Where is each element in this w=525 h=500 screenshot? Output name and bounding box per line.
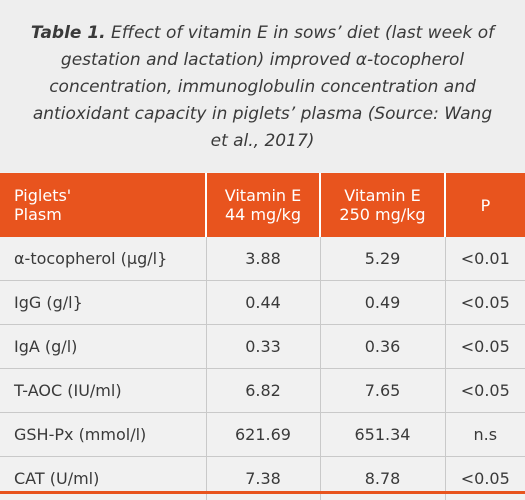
header-piglets-plasm: Piglets' Plasm	[0, 173, 207, 237]
caption-text: Effect of vitamin E in sows’ diet (last …	[32, 23, 495, 151]
table-row: IgG (g/l} 0.44 0.49 <0.05	[0, 280, 525, 325]
cell-vitamin-e-250: 0.49	[320, 280, 446, 325]
table-row: α-tocopherol (µg/l} 3.88 5.29 <0.01	[0, 237, 525, 281]
header-p-value: P	[445, 173, 525, 237]
row-label: T-AOC (IU/ml)	[0, 368, 207, 413]
cell-p-value: <0.01	[460, 249, 510, 268]
header-col1-line2: Plasm	[14, 205, 62, 224]
cell-vitamin-e-44: 0.44	[206, 280, 321, 325]
header-col3-line2: 250 mg/kg	[339, 205, 426, 224]
cell-vitamin-e-44: 3.88	[206, 237, 321, 281]
table-row: T-AOC (IU/ml) 6.82 7.65 <0.05	[0, 368, 525, 413]
table-caption: Table 1. Effect of vitamin E in sows’ di…	[0, 0, 525, 172]
cell-vitamin-e-250: 0.36	[320, 324, 446, 369]
table-row: IgA (g/l) 0.33 0.36 <0.05	[0, 324, 525, 369]
cell-vitamin-e-44: 621.69	[206, 412, 321, 457]
cell-vitamin-e-44: 0.33	[206, 324, 321, 369]
cell-p-value: <0.05	[445, 324, 525, 369]
cell-vitamin-e-250: 651.34	[320, 412, 446, 457]
cell-p-value: <0.05	[445, 280, 525, 325]
header-col1-line1: Piglets'	[14, 186, 72, 205]
table-row: GSH-Px (mmol/l) 621.69 651.34 n.s	[0, 412, 525, 457]
row-label: α-tocopherol (µg/l}	[0, 237, 207, 281]
cell-vitamin-e-250: 7.65	[320, 368, 446, 413]
row-label: IgG (g/l}	[0, 280, 207, 325]
row-label: IgA (g/l)	[0, 324, 207, 369]
row-label: GSH-Px (mmol/l)	[0, 412, 207, 457]
header-vitamin-e-250: Vitamin E 250 mg/kg	[320, 173, 446, 237]
header-vitamin-e-44: Vitamin E 44 mg/kg	[206, 173, 321, 237]
header-col2-line1: Vitamin E	[224, 186, 302, 205]
cell-vitamin-e-44: 6.82	[206, 368, 321, 413]
cell-vitamin-e-250: 5.29	[320, 237, 446, 281]
table-bottom-rule	[0, 491, 525, 494]
cell-p-value: n.s	[445, 412, 525, 457]
cell-p-value: <0.05	[445, 368, 525, 413]
header-col2-line2: 44 mg/kg	[225, 205, 301, 224]
data-table: Piglets' Plasm Vitamin E 44 mg/kg Vitami…	[0, 173, 525, 500]
table-row: CAT (U/ml) 7.38 8.78 <0.05	[0, 456, 525, 500]
caption-lead: Table 1.	[30, 23, 106, 43]
table-header-row: Piglets' Plasm Vitamin E 44 mg/kg Vitami…	[0, 173, 525, 237]
header-col3-line1: Vitamin E	[344, 186, 421, 205]
